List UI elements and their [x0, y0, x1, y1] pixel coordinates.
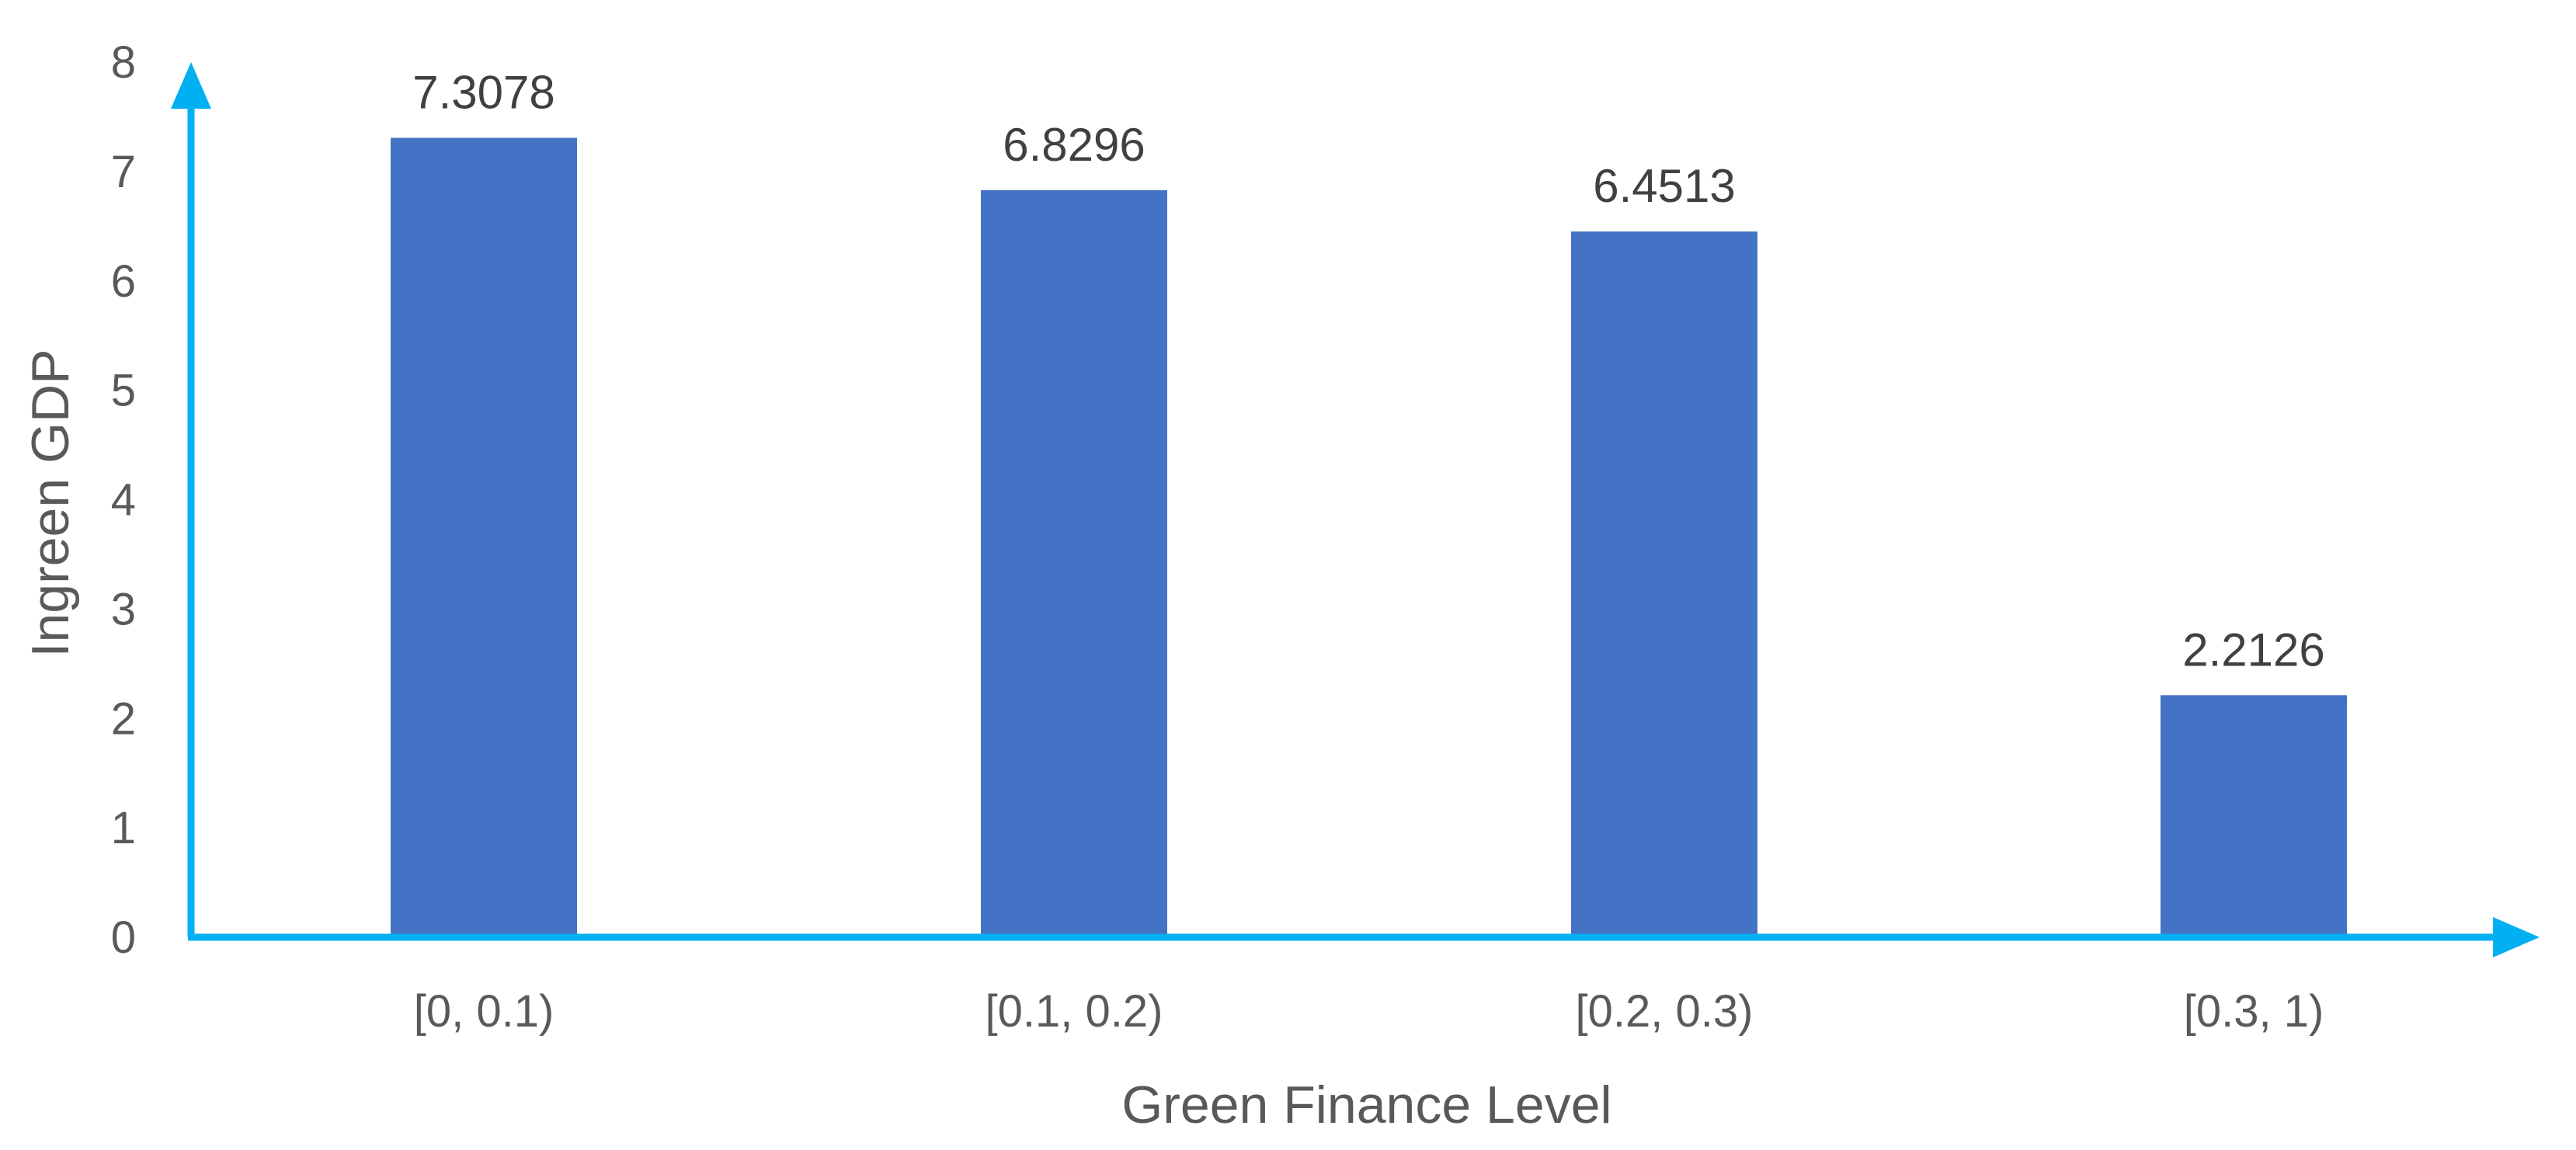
- x-axis-title: Green Finance Level: [1121, 1075, 1611, 1134]
- bar: [391, 137, 577, 937]
- bars-group: [391, 137, 2347, 938]
- y-axis-arrowhead: [171, 62, 211, 109]
- y-tick-label: 5: [111, 366, 136, 416]
- x-tick-label: [0, 0.1): [414, 986, 554, 1037]
- y-tick-label: 0: [111, 912, 136, 963]
- y-tick-label: 1: [111, 803, 136, 853]
- bar: [981, 189, 1167, 937]
- bar: [1571, 231, 1757, 938]
- y-tick-label: 6: [111, 256, 136, 307]
- data-label: 6.8296: [1003, 119, 1145, 171]
- x-tick-label: [0.1, 0.2): [986, 986, 1163, 1037]
- y-tick-label: 3: [111, 584, 136, 634]
- y-tick-label: 7: [111, 147, 136, 197]
- y-tick-labels: 0 1 2 3 4 5 6 7 8: [111, 37, 136, 963]
- x-tick-labels: [0, 0.1) [0.1, 0.2) [0.2, 0.3) [0.3, 1): [414, 986, 2324, 1037]
- bar: [2161, 695, 2347, 937]
- data-labels-group: 7.3078 6.8296 6.4513 2.2126: [412, 67, 2325, 676]
- data-label: 6.4513: [1593, 160, 1736, 212]
- data-label: 7.3078: [412, 67, 555, 119]
- y-axis-title: Ingreen GDP: [21, 349, 80, 658]
- data-label: 2.2126: [2182, 624, 2325, 676]
- y-tick-label: 8: [111, 37, 136, 88]
- y-tick-label: 4: [111, 475, 136, 526]
- y-tick-label: 2: [111, 693, 136, 744]
- x-tick-label: [0.3, 1): [2184, 986, 2324, 1037]
- x-axis-arrowhead: [2493, 917, 2539, 957]
- x-tick-label: [0.2, 0.3): [1576, 986, 1754, 1037]
